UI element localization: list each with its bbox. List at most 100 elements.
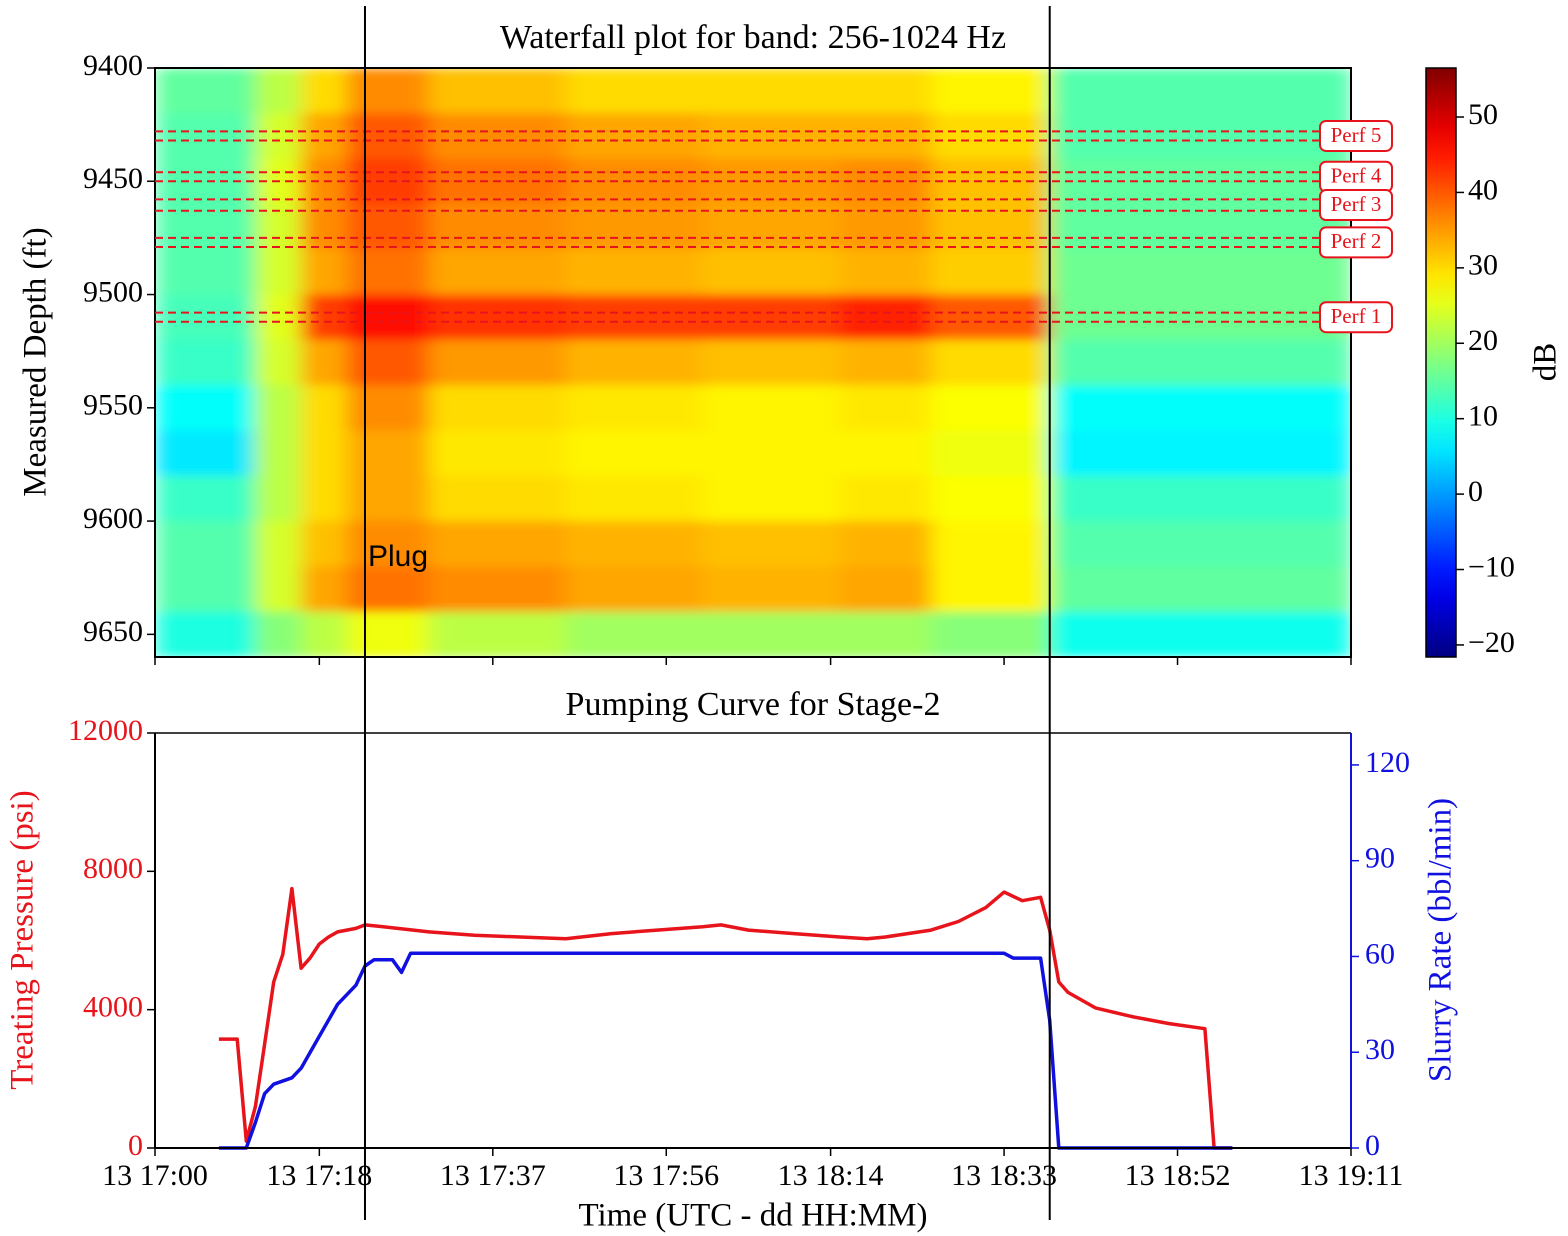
- heat-cell: [1049, 294, 1351, 341]
- heat-cell: [301, 385, 348, 431]
- perf-label: Perf 4: [1331, 164, 1382, 188]
- heat-cell: [301, 521, 348, 567]
- heat-cell: [346, 566, 430, 613]
- heat-cell: [931, 113, 1051, 160]
- y2-tick-label: 90: [1365, 842, 1395, 875]
- heat-cell: [155, 339, 256, 386]
- heat-cell: [702, 385, 841, 431]
- x-tick-label: 13 18:33: [951, 1159, 1057, 1192]
- perf-label: Perf 1: [1331, 304, 1382, 328]
- heat-cell: [839, 385, 932, 431]
- heat-cell: [839, 430, 932, 477]
- colorbar-tick-label: 0: [1468, 475, 1483, 508]
- heat-cell: [702, 430, 841, 477]
- y-tick-label: 8000: [83, 852, 143, 885]
- heat-cell: [931, 68, 1051, 114]
- heat-cell: [565, 385, 704, 431]
- x-tick-label: 13 17:18: [266, 1159, 372, 1192]
- colorbar-tick-label: 20: [1468, 324, 1498, 357]
- y2-tick-label: 0: [1365, 1129, 1380, 1162]
- perf-label: Perf 3: [1331, 192, 1382, 216]
- heat-cell: [565, 294, 704, 341]
- y-tick-label: 12000: [68, 714, 143, 747]
- heat-cell: [255, 249, 302, 296]
- heat-cell: [346, 385, 430, 431]
- heat-cell: [931, 430, 1051, 477]
- heat-cell: [428, 566, 567, 613]
- heat-cell: [428, 430, 567, 477]
- colorbar-tick-label: 50: [1468, 98, 1498, 131]
- heat-cell: [428, 68, 567, 114]
- heat-cell: [346, 521, 430, 567]
- heat-cell: [931, 294, 1051, 341]
- heat-cell: [1049, 475, 1351, 522]
- heat-cell: [1049, 566, 1351, 613]
- y-tick-label: 9650: [83, 615, 143, 648]
- heat-cell: [839, 113, 932, 160]
- heat-cell: [702, 521, 841, 567]
- heat-cell: [155, 68, 256, 114]
- heat-cell: [1049, 68, 1351, 114]
- colorbar-label: dB: [1528, 343, 1564, 382]
- heat-cell: [346, 294, 430, 341]
- heat-cell: [346, 611, 430, 657]
- heat-cell: [255, 113, 302, 160]
- heat-cell: [931, 566, 1051, 613]
- heat-cell: [839, 475, 932, 522]
- waterfall-axes: 9400 9450 9500 9550 9600 9650 Perf 5 Perf 4 Perf…: [83, 49, 1515, 665]
- heat-cell: [255, 475, 302, 522]
- x-tick-label: 13 18:14: [778, 1159, 884, 1192]
- heat-cell: [301, 611, 348, 657]
- colorbar-tick-label: 30: [1468, 249, 1498, 282]
- heat-cell: [1049, 113, 1351, 160]
- y-tick-label: 9450: [83, 162, 143, 195]
- perf-label-box: [1319, 226, 1393, 259]
- heat-cell: [301, 566, 348, 613]
- y-tick-label: 0: [128, 1129, 143, 1162]
- heat-cell: [255, 611, 302, 657]
- heat-cell: [931, 475, 1051, 522]
- heat-cell: [702, 339, 841, 386]
- perf-label: Perf 2: [1331, 229, 1382, 253]
- perf-label-box: [1319, 119, 1393, 152]
- heat-cell: [155, 385, 256, 431]
- heat-cell: [428, 249, 567, 296]
- heat-cell: [1049, 385, 1351, 431]
- heat-cell: [931, 385, 1051, 431]
- heat-cell: [155, 475, 256, 522]
- perf-label-box: [1319, 301, 1393, 334]
- heat-cell: [702, 611, 841, 657]
- heat-cell: [155, 611, 256, 657]
- heat-cell: [428, 113, 567, 160]
- heat-cell: [346, 475, 430, 522]
- heat-cell: [702, 475, 841, 522]
- heat-cell: [255, 294, 302, 341]
- heatmap: [155, 68, 1351, 657]
- heat-cell: [702, 566, 841, 613]
- colorbar-tick-label: 10: [1468, 400, 1498, 433]
- heat-cell: [931, 339, 1051, 386]
- heat-cell: [301, 339, 348, 386]
- heat-cell: [428, 294, 567, 341]
- heat-cell: [255, 521, 302, 567]
- heat-cell: [155, 430, 256, 477]
- heat-cell: [565, 430, 704, 477]
- heat-cell: [839, 294, 932, 341]
- heat-cell: [839, 68, 932, 114]
- heat-cell: [1049, 249, 1351, 296]
- heat-cell: [1049, 521, 1351, 567]
- chart-title: Pumping Curve for Stage-2: [566, 686, 941, 723]
- heat-cell: [839, 249, 932, 296]
- y2-tick-label: 120: [1365, 746, 1410, 779]
- heat-cell: [839, 566, 932, 613]
- heat-cell: [702, 113, 841, 160]
- heat-cell: [1049, 339, 1351, 386]
- heat-cell: [428, 521, 567, 567]
- heat-cell: [931, 611, 1051, 657]
- heat-cell: [702, 68, 841, 114]
- colorbar: [1425, 67, 1457, 658]
- x-tick-label: 13 17:37: [440, 1159, 546, 1192]
- heat-cell: [428, 385, 567, 431]
- y2-tick-label: 60: [1365, 937, 1395, 970]
